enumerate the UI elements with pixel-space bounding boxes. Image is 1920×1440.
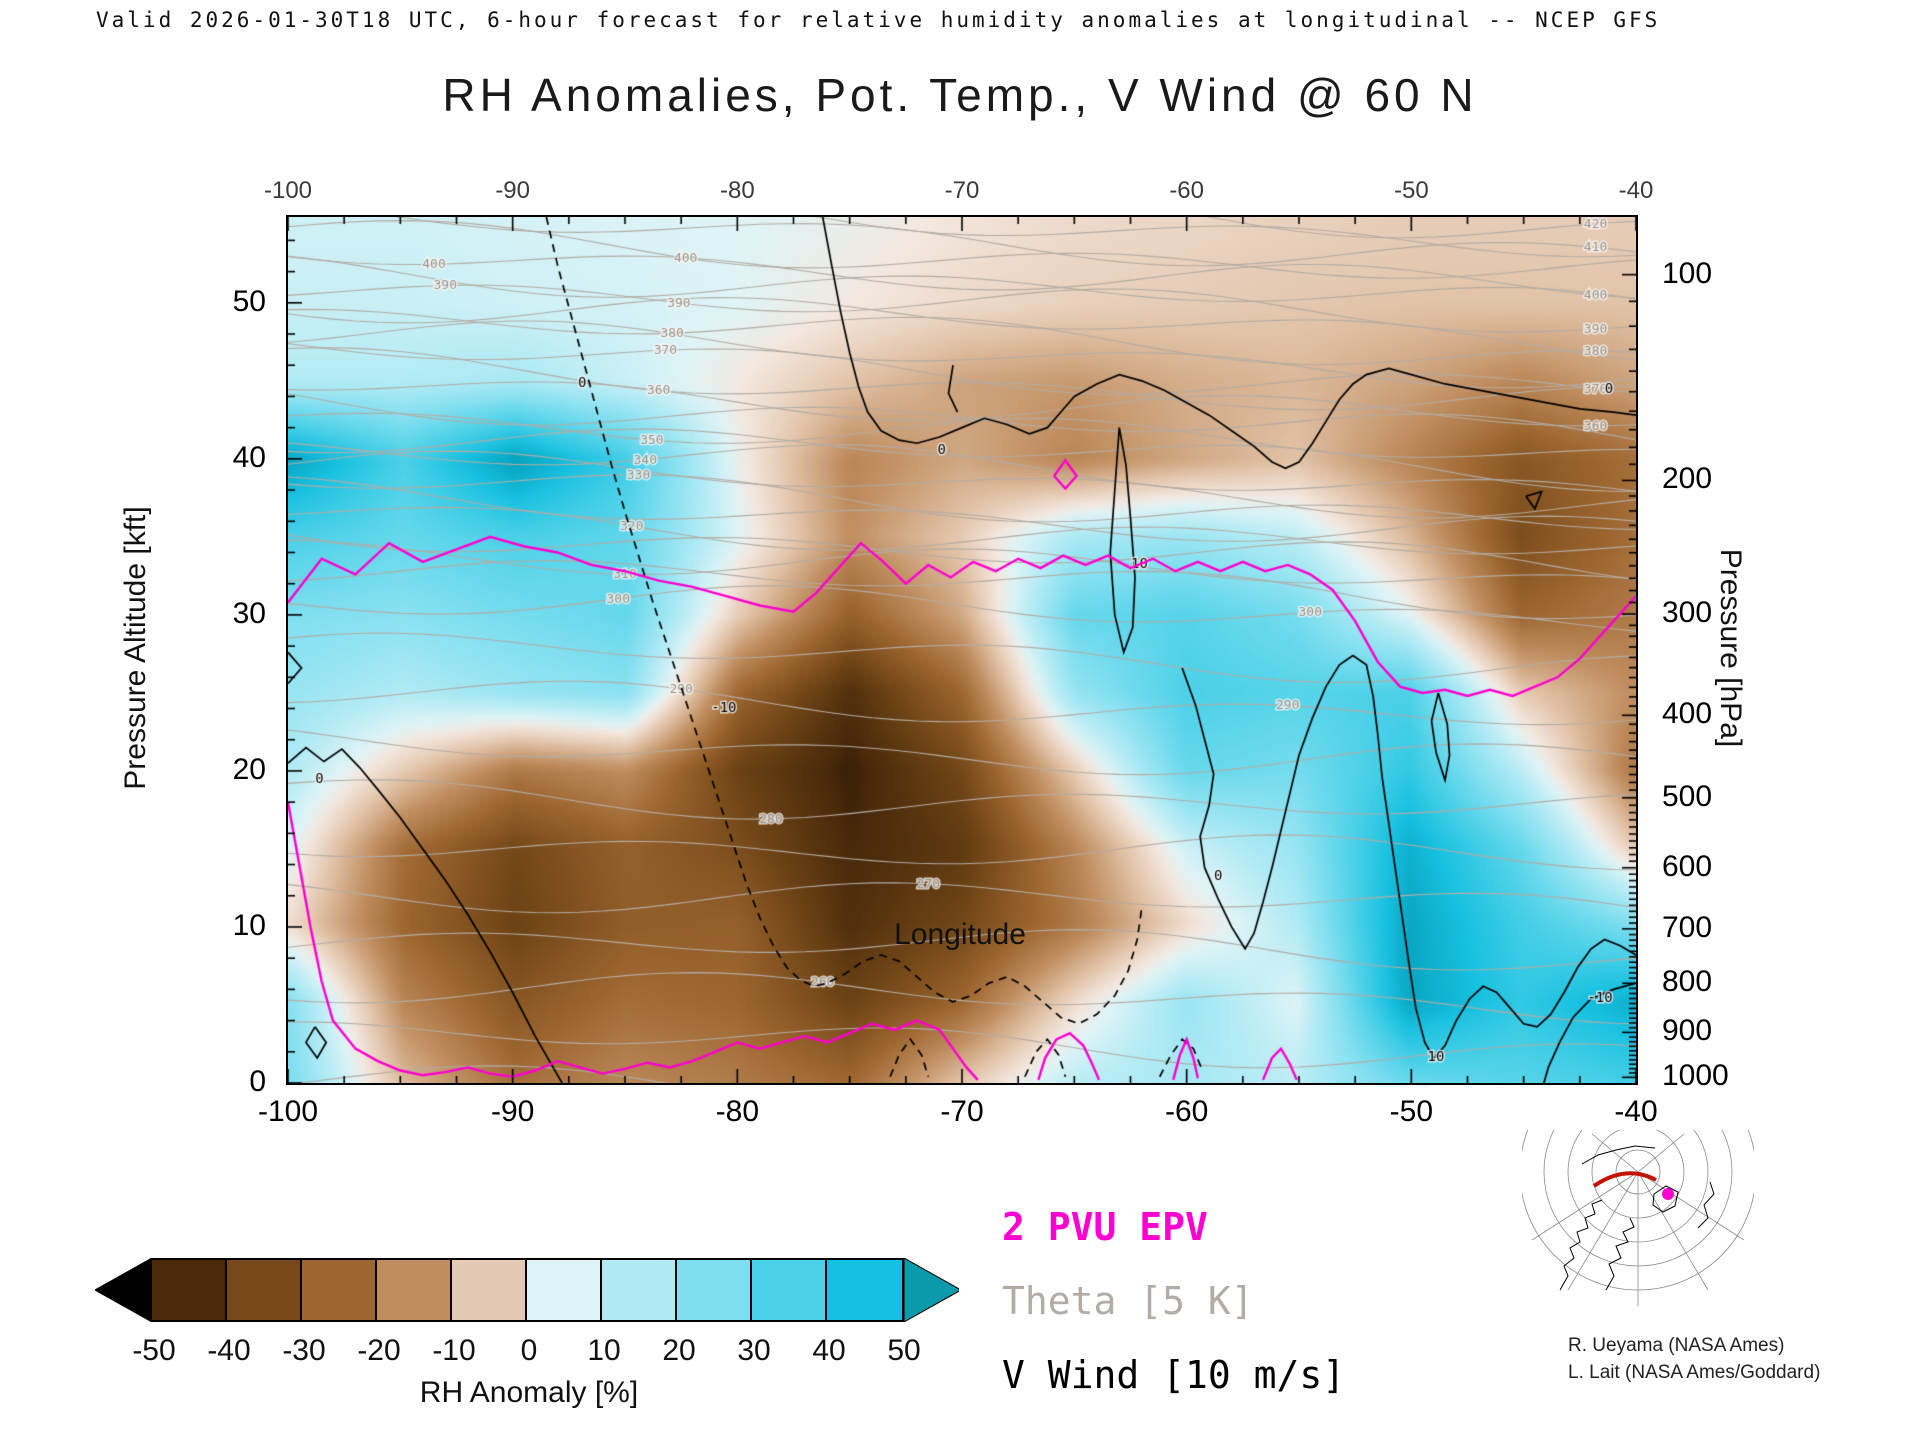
x-axis-tick-label: -50 xyxy=(1389,1095,1434,1128)
colorbar-row xyxy=(95,1258,959,1322)
colorbar-segment xyxy=(227,1260,302,1320)
y-left-tick-label: 30 xyxy=(232,596,266,630)
y-right-tick-label: 600 xyxy=(1662,849,1713,883)
y-right-tick-label: 400 xyxy=(1662,697,1713,731)
x-axis-tick-label: -70 xyxy=(940,1095,984,1128)
colorbar-segment xyxy=(377,1260,452,1320)
y-left-axis-title: Pressure Altitude [kft] xyxy=(119,506,152,790)
colorbar-tick-label: 50 xyxy=(887,1334,921,1367)
x-axis-tick-label: -40 xyxy=(1614,1095,1658,1128)
x-axis-tick-label: -80 xyxy=(715,1095,760,1128)
colorbar-left-arrow xyxy=(95,1258,150,1322)
colorbar-tick-label: -20 xyxy=(357,1334,401,1367)
colorbar-segment xyxy=(677,1260,752,1320)
colorbar: -50 -40 -30 -20 -10 0 10 20 30 40 50 RH Anomaly [%… xyxy=(95,1258,959,1428)
x-axis-top-tick-label: -70 xyxy=(944,177,980,204)
colorbar-tick-label: 10 xyxy=(587,1334,621,1367)
colorbar-tick-label: -50 xyxy=(132,1334,176,1367)
colorbar-tick-label: -10 xyxy=(432,1334,476,1367)
colorbar-segment xyxy=(452,1260,527,1320)
map-graticule xyxy=(1522,1130,1754,1306)
colorbar-right-arrow-shape xyxy=(904,1258,959,1322)
y-right-tick-label: 300 xyxy=(1662,596,1713,630)
colorbar-tick-label: 40 xyxy=(812,1334,846,1367)
rh-anomaly-field-canvas xyxy=(288,217,1636,1083)
y-right-tick-label: 500 xyxy=(1662,779,1713,813)
y-right-tick-label: 900 xyxy=(1662,1014,1713,1048)
colorbar-tick-label: 30 xyxy=(737,1334,771,1367)
map-location-dot xyxy=(1662,1188,1674,1200)
colorbar-segment xyxy=(602,1260,677,1320)
cross-section-plot-area: -100 -100 -90 -90 -80 -80 -70 -70 -60 -60 -50 -50 -4… xyxy=(233,177,1729,1128)
y-right-tick-label: 1000 xyxy=(1662,1059,1729,1093)
legend-theta: Theta [5 K] xyxy=(1002,1279,1254,1323)
map-cross-section-path xyxy=(1592,1171,1657,1188)
y-right-axis-title: Pressure [hPa] xyxy=(1714,548,1747,748)
credit-line-2: L. Lait (NASA Ames/Goddard) xyxy=(1568,1362,1821,1383)
x-axis-top-tick-label: -100 xyxy=(263,177,313,204)
colorbar-tick-label: 20 xyxy=(662,1334,696,1367)
y-left-tick-label: 50 xyxy=(232,284,266,318)
x-axis-top-tick-label: -50 xyxy=(1393,177,1429,204)
y-left-tick-label: 0 xyxy=(249,1065,266,1098)
page-title: RH Anomalies, Pot. Temp., V Wind @ 60 N xyxy=(442,69,1478,121)
colorbar-body xyxy=(150,1258,904,1322)
map-coastlines xyxy=(1559,1145,1715,1291)
y-right-tick-label: 200 xyxy=(1662,462,1713,496)
colorbar-label: RH Anomaly [%] xyxy=(419,1376,639,1409)
legend-pvu: 2 PVU EPV xyxy=(1002,1205,1208,1249)
y-left-tick-label: 20 xyxy=(232,752,266,786)
credit-line-1: R. Ueyama (NASA Ames) xyxy=(1568,1335,1785,1356)
colorbar-tick-label: -40 xyxy=(207,1334,251,1367)
credits: R. Ueyama (NASA Ames) L. Lait (NASA Ames… xyxy=(1568,1332,1820,1386)
x-axis-top-tick-label: -80 xyxy=(719,177,755,204)
colorbar-segment xyxy=(152,1260,227,1320)
legend-vwind: V Wind [10 m/s] xyxy=(1002,1353,1346,1397)
x-axis-top-tick-label: -40 xyxy=(1618,177,1654,204)
colorbar-right-arrow xyxy=(904,1258,959,1322)
y-right-tick-label: 700 xyxy=(1662,910,1713,944)
legend: 2 PVU EPV Theta [5 K] V Wind [10 m/s] xyxy=(1002,1205,1345,1427)
y-right-tick-label: 100 xyxy=(1662,256,1713,290)
colorbar-segment xyxy=(527,1260,602,1320)
y-left-tick-label: 10 xyxy=(232,908,266,942)
map-inset xyxy=(1522,1130,1754,1306)
x-axis-top-tick-label: -60 xyxy=(1169,177,1204,204)
valid-time-header: Valid 2026-01-30T18 UTC, 6-hour forecast… xyxy=(96,8,1661,32)
colorbar-segment xyxy=(752,1260,827,1320)
colorbar-left-arrow-shape xyxy=(95,1258,150,1322)
x-axis-top-tick-label: -90 xyxy=(495,177,530,204)
y-left-tick-label: 40 xyxy=(232,440,266,474)
colorbar-tick-label: -30 xyxy=(282,1334,326,1367)
x-axis-title: Longitude xyxy=(894,918,1026,951)
y-right-tick-label: 800 xyxy=(1662,965,1713,999)
x-axis-tick-label: -60 xyxy=(1164,1095,1209,1128)
colorbar-segment xyxy=(827,1260,902,1320)
x-axis-tick-label: -100 xyxy=(257,1095,319,1128)
colorbar-segment xyxy=(302,1260,377,1320)
colorbar-tick-label: 0 xyxy=(520,1334,538,1367)
x-axis-tick-label: -90 xyxy=(490,1095,535,1128)
